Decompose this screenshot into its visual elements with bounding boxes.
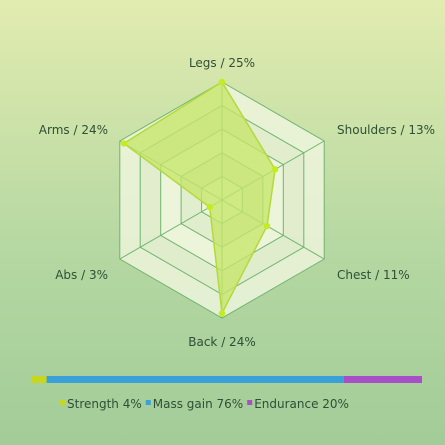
stack-segment-mass-gain[interactable]	[46, 376, 344, 383]
legend-label-endurance: Endurance 20%	[254, 397, 349, 411]
legend-swatch-mass-gain	[145, 400, 151, 405]
legend-label-mass-gain: Mass gain 76%	[153, 397, 243, 411]
stack-segment-endurance[interactable]	[343, 376, 422, 383]
axis-label-legs: Legs / 25%	[189, 56, 255, 70]
radar-point-chest[interactable]	[263, 222, 271, 230]
legend-label-strength: Strength 4%	[67, 397, 142, 411]
axis-label-abs: Abs / 3%	[55, 268, 108, 282]
axis-label-chest: Chest / 11%	[337, 268, 410, 282]
axis-label-shoulders: Shoulders / 13%	[337, 123, 435, 137]
stack-segment-strength[interactable]	[31, 376, 47, 383]
radar-points	[120, 78, 279, 317]
radar-axis-labels: Legs / 25% Shoulders / 13% Chest / 11% Back…	[39, 56, 435, 349]
radar-point-legs[interactable]	[218, 78, 226, 86]
radar-point-shoulders[interactable]	[271, 166, 279, 173]
stacked-bar	[31, 376, 422, 383]
legend: Strength 4% Mass gain 76% Endurance 20%	[60, 397, 349, 411]
radar-point-arms[interactable]	[120, 140, 128, 147]
radar-spoke-abs	[119, 199, 223, 260]
radar-point-back[interactable]	[218, 310, 226, 317]
legend-swatch-strength	[60, 400, 65, 405]
axis-label-back: Back / 24%	[188, 335, 255, 349]
radar-point-abs[interactable]	[206, 203, 213, 211]
axis-label-arms: Arms / 24%	[39, 123, 108, 137]
legend-swatch-endurance	[247, 400, 253, 405]
